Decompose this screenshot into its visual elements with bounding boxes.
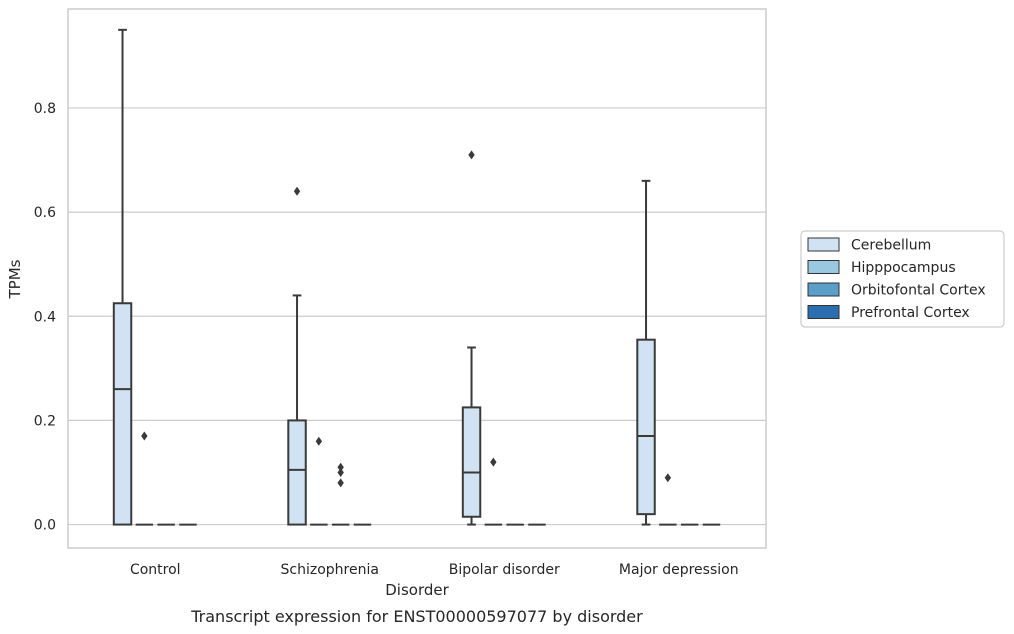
box-cerebellum [636,179,656,526]
box-cerebellum [112,28,133,526]
box-hipppocampus [484,457,503,526]
y-tick-label: 0.2 [34,413,56,429]
x-tick-label: Control [130,562,181,578]
legend-swatch [807,282,840,297]
box-cerebellum [287,186,307,526]
y-tick-labels: 0.0 0.2 0.4 0.6 0.8 [34,101,56,534]
legend-swatch [807,305,840,319]
x-axis-label: Disorder [385,581,449,599]
legend-label: Orbitofontal Cortex [851,283,986,299]
outlier-point [293,186,301,196]
outlier-point [337,462,344,472]
y-tick-label: 0.4 [34,309,56,325]
box-body [636,338,656,516]
y-tick-label: 0.6 [34,205,56,221]
box-hipppocampus [135,431,154,526]
legend-swatch [807,237,840,252]
legend-frame [800,230,1005,328]
outlier-point [337,467,344,477]
outlier-point [490,457,497,467]
box-body [287,419,307,526]
grid-lines [68,107,766,526]
x-tick-label: Bipolar disorder [449,562,560,578]
x-tick-label: Major depression [619,562,739,578]
legend-label: Prefrontal Cortex [851,305,970,321]
box-body [112,302,133,526]
box-orbitofontal-cortex [331,462,350,526]
legend: Cerebellum Hipppocampus Orbitofontal Corte… [800,230,1005,328]
y-axis-label: TPMs [6,259,24,299]
legend-swatch [807,260,840,274]
box-hipppocampus [310,436,328,526]
outlier-point [315,436,323,446]
plot-boxes [112,28,721,526]
y-tick-label: 0.0 [34,518,56,534]
outlier-point [141,431,148,441]
legend-label: Hipppocampus [851,260,956,276]
y-tick-label: 0.8 [34,101,56,117]
box-cerebellum [461,150,482,526]
box-hipppocampus [659,473,677,526]
legend-label: Cerebellum [851,238,931,254]
chart-caption: Transcript expression for ENST0000059707… [190,607,643,626]
box-body [461,406,482,518]
outlier-point [468,150,475,160]
outlier-point [337,478,344,488]
x-tick-label: Schizophrenia [281,562,379,578]
plot-frame [67,8,767,549]
x-tick-labels: Control Schizophrenia Bipolar disorder Majo… [130,562,739,578]
outlier-point [664,473,672,483]
